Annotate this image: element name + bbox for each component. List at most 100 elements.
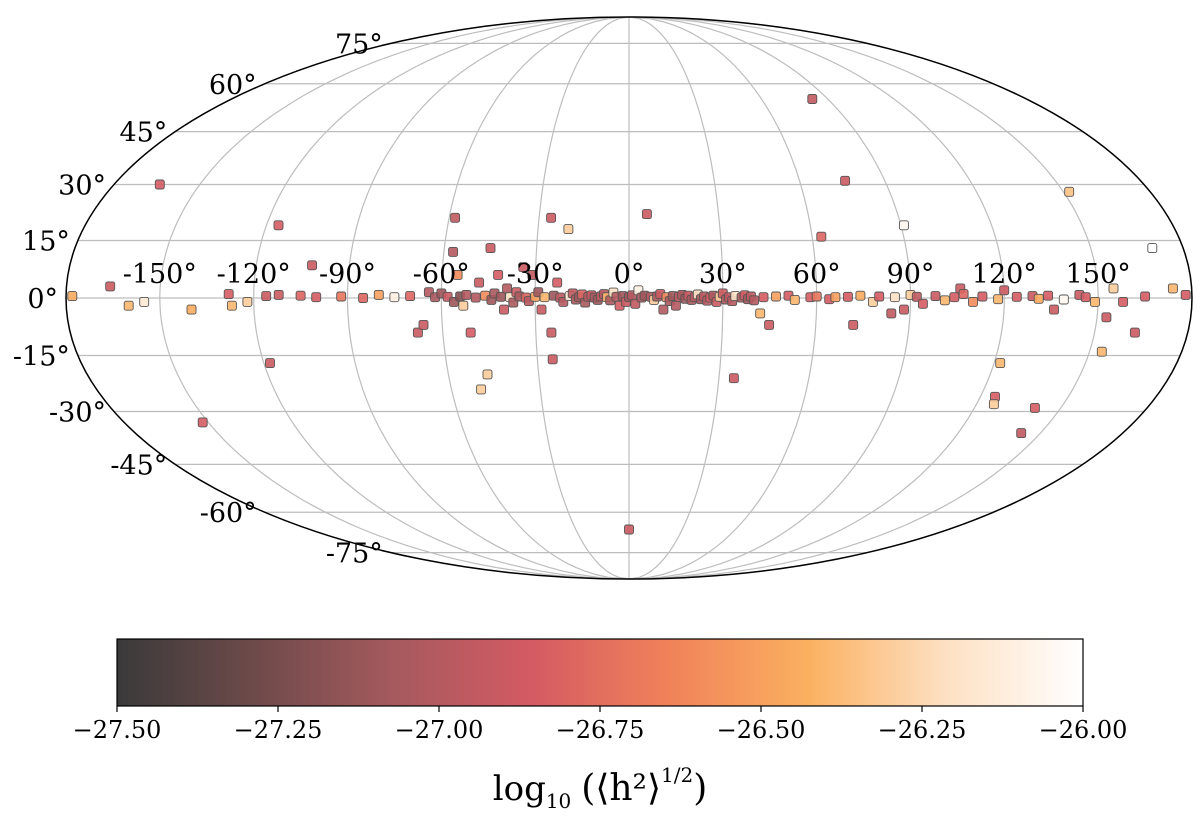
latitude-tick-label: -60° bbox=[200, 498, 257, 529]
colorbar-tick-label: −26.75 bbox=[556, 716, 645, 744]
longitude-tick-label: 0° bbox=[614, 259, 645, 290]
data-point bbox=[988, 399, 999, 410]
latitude-tick-label: -15° bbox=[13, 342, 70, 373]
data-point bbox=[546, 212, 557, 223]
data-point bbox=[771, 291, 781, 302]
data-point bbox=[273, 289, 284, 300]
latitude-tick-label: 75° bbox=[335, 29, 383, 60]
colorbar-label: log10 (⟨h²⟩1/2) bbox=[493, 763, 708, 813]
latitude-tick-label: -45° bbox=[110, 450, 167, 481]
data-point bbox=[495, 291, 506, 302]
data-point bbox=[458, 300, 469, 311]
data-point bbox=[105, 281, 116, 292]
data-point bbox=[939, 295, 950, 306]
data-point bbox=[1029, 402, 1040, 413]
data-point bbox=[911, 291, 922, 302]
data-point bbox=[242, 296, 253, 307]
colorbar-tick-label: −27.00 bbox=[395, 716, 484, 744]
data-point bbox=[1108, 283, 1119, 294]
colorbar-tick-label: −26.00 bbox=[1039, 716, 1128, 744]
data-point bbox=[889, 292, 900, 303]
data-point bbox=[899, 304, 909, 315]
data-point bbox=[474, 277, 485, 288]
colorbar-tick-label: −26.50 bbox=[717, 716, 806, 744]
colorbar-tick-label: −26.25 bbox=[878, 716, 967, 744]
data-point bbox=[139, 296, 150, 307]
longitude-tick-labels: -150° -120° -90° -60° -30° 0° 30° 60° 90° 120° 150… bbox=[123, 259, 1131, 290]
longitude-tick-label: 90° bbox=[887, 259, 935, 290]
data-point bbox=[405, 291, 416, 302]
data-point bbox=[855, 290, 866, 301]
data-point bbox=[977, 291, 988, 302]
colorbar-ticks: −27.50 −27.25 −27.00 −26.75 −26.50 −26.25 −26.… bbox=[73, 706, 1128, 744]
data-point bbox=[336, 291, 347, 302]
colorbar: −27.50 −27.25 −27.00 −26.75 −26.50 −26.25 −26.… bbox=[73, 638, 1128, 813]
sky-boundary bbox=[65, 16, 1193, 580]
data-point bbox=[307, 260, 318, 271]
data-point bbox=[261, 291, 272, 302]
data-point bbox=[840, 175, 851, 186]
data-point bbox=[1064, 186, 1075, 197]
colorbar-tick-label: −27.25 bbox=[234, 716, 323, 744]
data-point bbox=[1147, 243, 1158, 254]
data-point bbox=[995, 358, 1006, 369]
data-point bbox=[755, 308, 766, 319]
data-point bbox=[273, 220, 284, 231]
data-point bbox=[917, 298, 928, 309]
data-point bbox=[499, 304, 509, 315]
latitude-tick-label: 45° bbox=[119, 118, 167, 149]
data-point bbox=[830, 292, 841, 303]
data-point bbox=[848, 319, 859, 330]
data-point bbox=[448, 246, 459, 257]
data-point bbox=[563, 224, 574, 235]
data-point bbox=[295, 290, 306, 301]
longitude-tick-label: -30° bbox=[507, 259, 564, 290]
data-point bbox=[816, 231, 827, 242]
data-point bbox=[1101, 312, 1112, 323]
data-point bbox=[999, 285, 1010, 296]
data-point bbox=[67, 291, 78, 302]
data-point bbox=[842, 291, 853, 302]
data-point bbox=[1033, 293, 1044, 304]
data-point bbox=[265, 358, 275, 369]
data-point bbox=[958, 289, 969, 300]
data-point bbox=[223, 289, 234, 300]
data-point bbox=[547, 354, 558, 365]
longitude-gridline bbox=[628, 17, 1005, 579]
data-point bbox=[1118, 296, 1129, 307]
data-point bbox=[1129, 327, 1140, 338]
data-point bbox=[898, 220, 909, 231]
data-point bbox=[758, 292, 769, 303]
data-point bbox=[1080, 292, 1091, 303]
data-point bbox=[546, 327, 557, 338]
colorbar-gradient bbox=[116, 638, 1084, 707]
data-point bbox=[482, 369, 493, 380]
data-point bbox=[728, 373, 739, 384]
data-point bbox=[764, 319, 775, 330]
data-point bbox=[874, 291, 885, 302]
data-point bbox=[186, 304, 197, 315]
data-point bbox=[450, 212, 461, 223]
data-point bbox=[452, 269, 463, 280]
data-point bbox=[886, 308, 897, 319]
data-point bbox=[1011, 291, 1022, 302]
longitude-gridline bbox=[346, 17, 630, 579]
data-point bbox=[154, 179, 165, 190]
data-point bbox=[358, 293, 369, 303]
data-point bbox=[389, 292, 400, 303]
longitude-tick-label: 30° bbox=[699, 259, 747, 290]
longitude-gridline bbox=[253, 17, 630, 579]
colorbar-tick-label: −27.50 bbox=[73, 716, 162, 744]
data-point bbox=[811, 291, 822, 302]
data-point bbox=[1167, 283, 1178, 294]
data-point bbox=[226, 300, 237, 311]
longitude-tick-label: 60° bbox=[793, 259, 841, 290]
latitude-tick-label: -30° bbox=[49, 398, 106, 429]
data-point bbox=[518, 262, 529, 273]
data-point bbox=[658, 304, 669, 315]
data-point bbox=[552, 277, 563, 288]
data-point bbox=[465, 327, 476, 338]
data-point bbox=[1096, 346, 1107, 357]
data-point bbox=[412, 327, 423, 338]
data-point bbox=[536, 304, 547, 315]
